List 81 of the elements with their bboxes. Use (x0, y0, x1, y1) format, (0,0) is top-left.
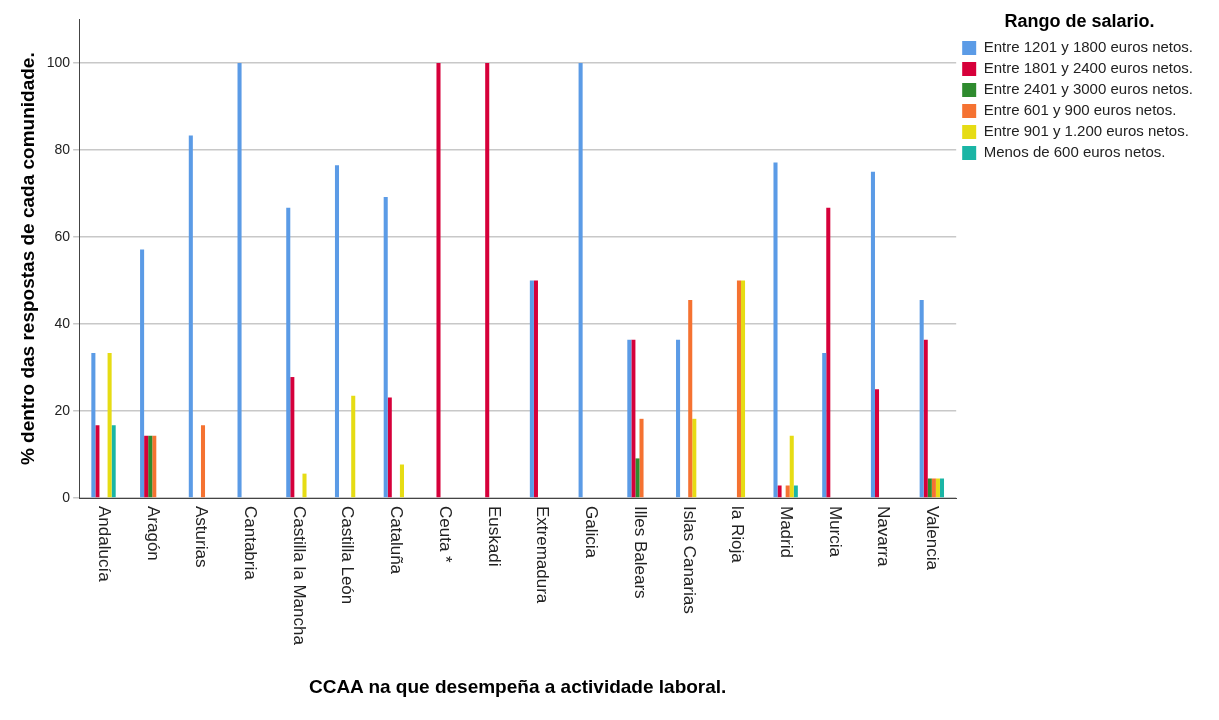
bar (237, 62, 242, 498)
bar (200, 425, 206, 498)
bar (111, 425, 116, 498)
legend-label: Entre 901 y 1.200 euros netos. (983, 122, 1189, 140)
bar (383, 196, 388, 498)
bar (107, 353, 112, 498)
bar (692, 418, 697, 498)
bar (148, 435, 153, 498)
bar (635, 458, 640, 498)
bar (931, 478, 936, 498)
x-tick-label: Andalucía (94, 506, 114, 583)
bar (777, 485, 782, 498)
x-tick-label: Illes Balears (630, 506, 650, 599)
bar (785, 485, 790, 498)
x-tick-label: Cataluña (387, 506, 407, 575)
bar (740, 280, 746, 498)
y-tick-label: 20 (54, 401, 71, 418)
bar (627, 339, 632, 498)
bar (302, 473, 307, 498)
x-tick-label: Ceuta * (435, 506, 455, 564)
x-tick-label: la Rioja (728, 506, 748, 564)
bar (188, 135, 193, 498)
x-tick-label: Euskadi (484, 506, 504, 567)
bar (578, 62, 583, 498)
y-tick-label: 80 (54, 140, 71, 157)
bar (436, 62, 441, 498)
bar (923, 339, 928, 498)
x-tick-label: Cantabria (241, 506, 260, 581)
bar (144, 435, 149, 498)
bar (351, 395, 356, 498)
legend-label: Menos de 600 euros netos. (983, 143, 1166, 161)
bar (91, 353, 96, 498)
x-tick-label: Valencia (923, 506, 943, 571)
bar (793, 485, 798, 498)
bar (688, 300, 693, 498)
bar (789, 435, 794, 498)
x-axis-title: CCAA na que desempeña a actividade laboral. (308, 675, 727, 697)
legend-label: Entre 2401 y 3000 euros netos. (983, 80, 1193, 98)
y-tick-label: 0 (62, 488, 71, 505)
bar (334, 165, 340, 498)
x-tick-label: Navarra (874, 506, 894, 568)
bar (935, 478, 940, 498)
x-tick-label: Asturias (192, 506, 212, 568)
x-tick-label: Extremadura (533, 506, 553, 604)
bar (152, 435, 157, 498)
bar (919, 300, 924, 498)
bar (874, 389, 880, 498)
legend-label: Entre 1801 y 2400 euros netos. (983, 59, 1193, 77)
bar (870, 171, 875, 498)
y-axis-title: % dentro das respostas de cada comunidade. (16, 52, 38, 466)
bar (286, 207, 291, 498)
y-tick-label: 100 (46, 53, 71, 70)
bar (822, 353, 827, 498)
x-tick-label: Castilla la Mancha (289, 506, 309, 646)
legend-label: Entre 601 y 900 euros netos. (983, 101, 1177, 119)
x-tick-label: Castilla León (338, 506, 358, 605)
bar (529, 280, 534, 498)
bar (485, 62, 490, 498)
bar (736, 280, 741, 498)
bar (631, 339, 636, 498)
bar (387, 397, 392, 498)
legend-title: Rango de salario. (1004, 10, 1155, 31)
x-tick-label: Islas Canarias (679, 506, 699, 614)
bar (140, 249, 145, 498)
x-tick-label: Galicia (582, 506, 602, 559)
bar (533, 280, 538, 498)
bar (773, 162, 778, 498)
x-tick-label: Aragón (143, 506, 163, 561)
legend-label: Entre 1201 y 1800 euros netos. (983, 38, 1193, 56)
bar (927, 478, 932, 498)
bar (826, 207, 831, 498)
bar (639, 418, 644, 498)
bar (939, 478, 945, 498)
y-tick-label: 60 (54, 227, 71, 244)
bar (676, 339, 681, 498)
x-tick-label: Madrid (776, 506, 796, 558)
x-tick-label: Murcia (825, 506, 845, 558)
bar (290, 377, 295, 498)
bar (399, 464, 404, 498)
y-tick-label: 40 (54, 314, 71, 331)
bar (95, 425, 100, 498)
